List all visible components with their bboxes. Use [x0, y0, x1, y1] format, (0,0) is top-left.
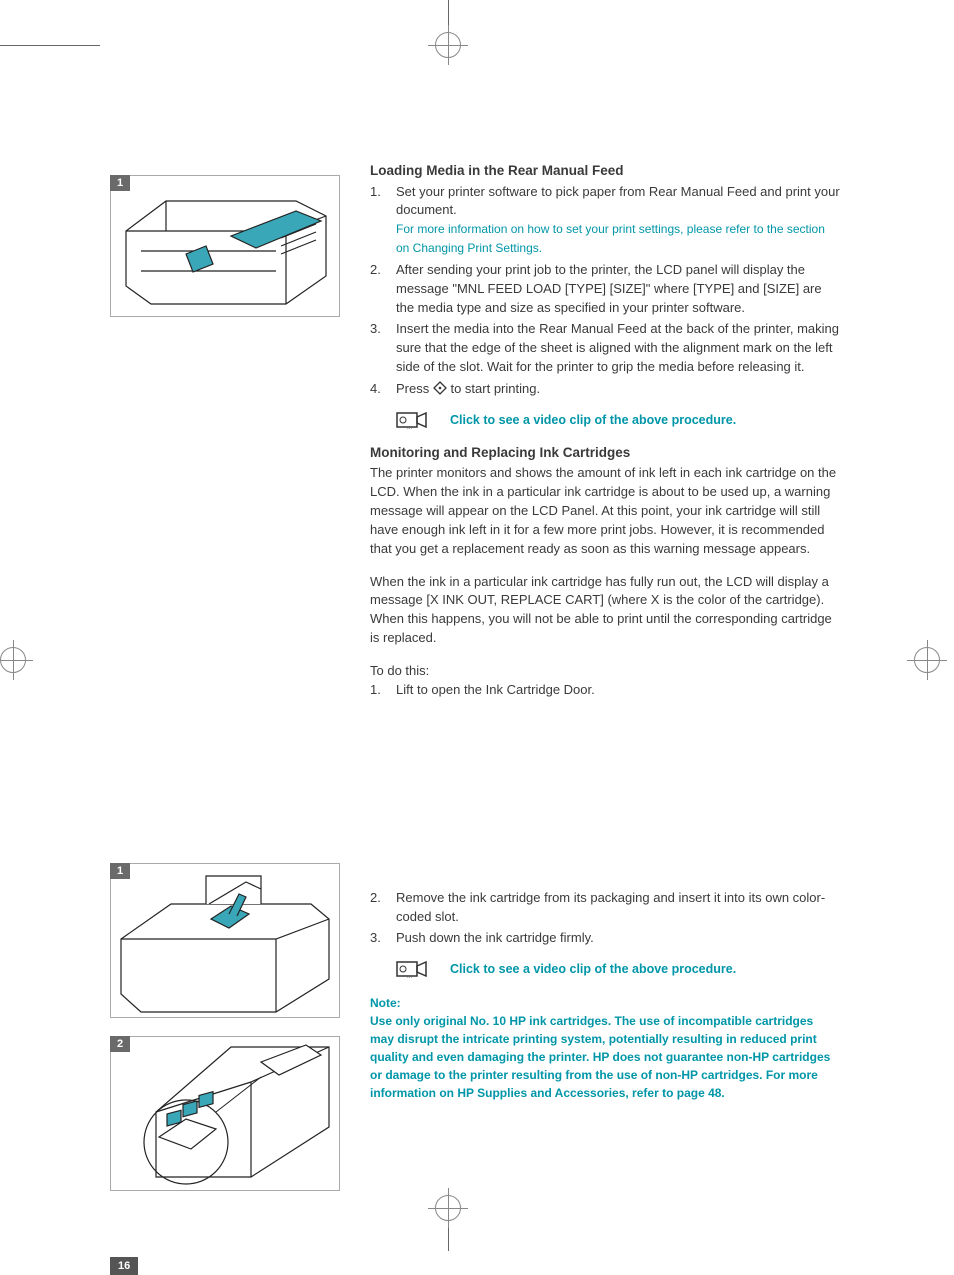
step-2: 2. After sending your print job to the p…	[370, 261, 840, 318]
step-text: Set your printer software to pick paper …	[396, 184, 840, 218]
step-number: 2.	[370, 889, 381, 908]
step-text: Remove the ink cartridge from its packag…	[396, 890, 825, 924]
step-3: 3. Push down the ink cartridge firmly.	[370, 929, 840, 948]
video-camera-icon: ...	[396, 409, 432, 431]
step-3: 3. Insert the media into the Rear Manual…	[370, 320, 840, 377]
step-2: 2. Remove the ink cartridge from its pac…	[370, 889, 840, 927]
step-text: Lift to open the Ink Cartridge Door.	[396, 682, 595, 697]
printer-rear-feed-illustration	[111, 176, 339, 316]
registration-mark	[0, 647, 26, 673]
step-text: Push down the ink cartridge firmly.	[396, 930, 594, 945]
video-camera-icon: ...	[396, 958, 432, 980]
figure-tag: 1	[110, 863, 130, 879]
step-number: 2.	[370, 261, 381, 280]
figure-2-insert-cartridge: 2	[110, 1036, 340, 1191]
svg-text:...: ...	[407, 974, 412, 980]
figure-tag: 2	[110, 1036, 130, 1052]
printer-open-door-illustration	[111, 864, 339, 1017]
resume-button-icon	[433, 381, 447, 395]
steps-ink-a: 1. Lift to open the Ink Cartridge Door.	[370, 681, 840, 700]
page-number: 16	[110, 1257, 138, 1275]
note-block: Note: Use only original No. 10 HP ink ca…	[370, 994, 840, 1102]
figure-1-rear-feed: 1	[110, 175, 340, 317]
step-text: After sending your print job to the prin…	[396, 262, 822, 315]
registration-mark	[435, 1195, 461, 1221]
steps-loading-media: 1. Set your printer software to pick pap…	[370, 183, 840, 399]
crop-mark	[0, 45, 100, 46]
step-number: 4.	[370, 380, 381, 399]
video-link-row: ... Click to see a video clip of the abo…	[396, 409, 840, 431]
figure-tag: 1	[110, 175, 130, 191]
registration-mark	[914, 647, 940, 673]
step-text: Insert the media into the Rear Manual Fe…	[396, 321, 839, 374]
step-number: 3.	[370, 320, 381, 339]
cross-ref-link[interactable]: For more information on how to set your …	[396, 222, 825, 255]
spacer	[110, 335, 340, 863]
step-1: 1. Lift to open the Ink Cartridge Door.	[370, 681, 840, 700]
ink-para-2: When the ink in a particular ink cartrid…	[370, 573, 840, 648]
step-1: 1. Set your printer software to pick pap…	[370, 183, 840, 258]
note-label: Note:	[370, 994, 840, 1012]
step-text-prefix: Press	[396, 381, 433, 396]
figure-1-open-door: 1	[110, 863, 340, 1018]
video-link[interactable]: Click to see a video clip of the above p…	[450, 960, 736, 978]
heading-ink-cartridges: Monitoring and Replacing Ink Cartridges	[370, 443, 840, 463]
right-column: Loading Media in the Rear Manual Feed 1.…	[370, 155, 840, 1102]
spacer	[370, 703, 840, 889]
step-4: 4. Press to start printing.	[370, 380, 840, 399]
ink-para-1: The printer monitors and shows the amoun…	[370, 464, 840, 558]
step-number: 3.	[370, 929, 381, 948]
video-link-row: ... Click to see a video clip of the abo…	[396, 958, 840, 980]
registration-mark	[435, 32, 461, 58]
todo-label: To do this:	[370, 662, 840, 681]
step-number: 1.	[370, 183, 381, 202]
note-text: Use only original No. 10 HP ink cartridg…	[370, 1012, 840, 1102]
step-text-suffix: to start printing.	[450, 381, 540, 396]
svg-text:...: ...	[407, 425, 412, 431]
printer-insert-cartridge-illustration	[111, 1037, 339, 1190]
steps-ink-b: 2. Remove the ink cartridge from its pac…	[370, 889, 840, 949]
heading-loading-media: Loading Media in the Rear Manual Feed	[370, 161, 840, 181]
video-link[interactable]: Click to see a video clip of the above p…	[450, 411, 736, 429]
step-number: 1.	[370, 681, 381, 700]
left-column: 1 1	[110, 175, 340, 1209]
